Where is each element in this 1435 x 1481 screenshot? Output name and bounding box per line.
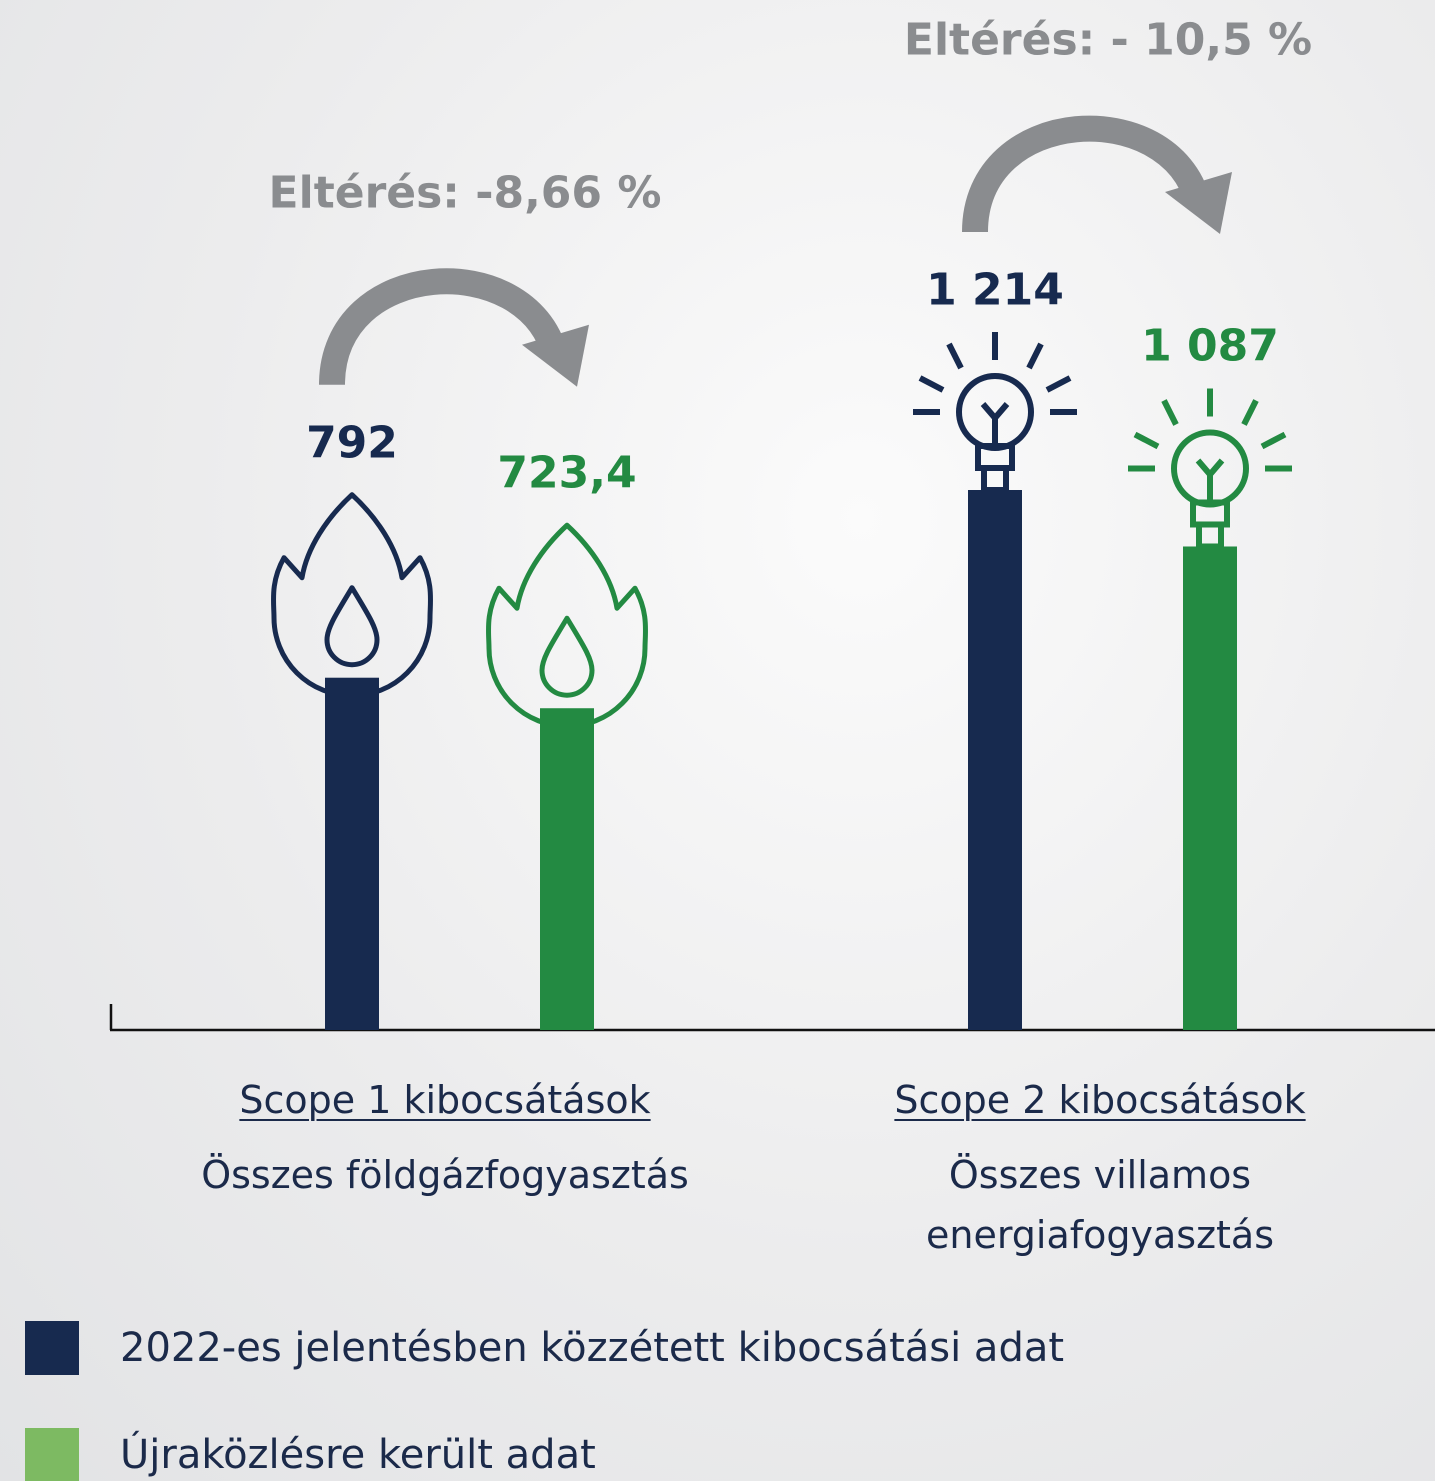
bar: [1183, 546, 1237, 1030]
category-description: Összes villamos energiafogyasztás: [925, 1153, 1274, 1257]
category-label: Scope 1 kibocsátások: [239, 1078, 651, 1122]
bulb-part: [1196, 521, 1224, 550]
value-label: 1 087: [1141, 320, 1279, 372]
bulb-part: [980, 402, 1010, 445]
arrow-head: [1165, 172, 1232, 234]
bulb-icon: [1128, 388, 1292, 550]
category-label: Scope 2 kibocsátások: [894, 1078, 1306, 1122]
category-description: Összes földgázfogyasztás: [201, 1153, 689, 1197]
bulb-part: [1195, 458, 1225, 502]
value-label: 723,4: [497, 447, 637, 499]
arrow: [319, 268, 568, 386]
legend-swatch: [25, 1321, 79, 1375]
flame-icon: [485, 522, 649, 729]
bulb-part: [981, 465, 1009, 493]
bar: [968, 490, 1022, 1030]
bar: [325, 677, 379, 1030]
value-label: 792: [306, 417, 398, 469]
arrow-head: [522, 324, 589, 387]
value-label: 1 214: [926, 264, 1064, 316]
arrow: [962, 115, 1211, 233]
bulb-part: [1128, 388, 1292, 472]
bulb-part: [913, 332, 1077, 415]
legend-label: 2022-es jelentésben közzétett kibocsátás…: [120, 1325, 1065, 1371]
bulb-icon: [913, 332, 1077, 493]
legend-swatch: [25, 1428, 79, 1481]
bar: [540, 708, 594, 1030]
flame-drop: [539, 615, 595, 698]
annotation: Eltérés: - 10,5 %: [903, 14, 1313, 66]
flame-drop: [324, 585, 380, 668]
legend-label: Újraközlésre került adat: [120, 1432, 596, 1478]
flame-icon: [270, 492, 434, 699]
annotation: Eltérés: -8,66 %: [268, 167, 662, 219]
